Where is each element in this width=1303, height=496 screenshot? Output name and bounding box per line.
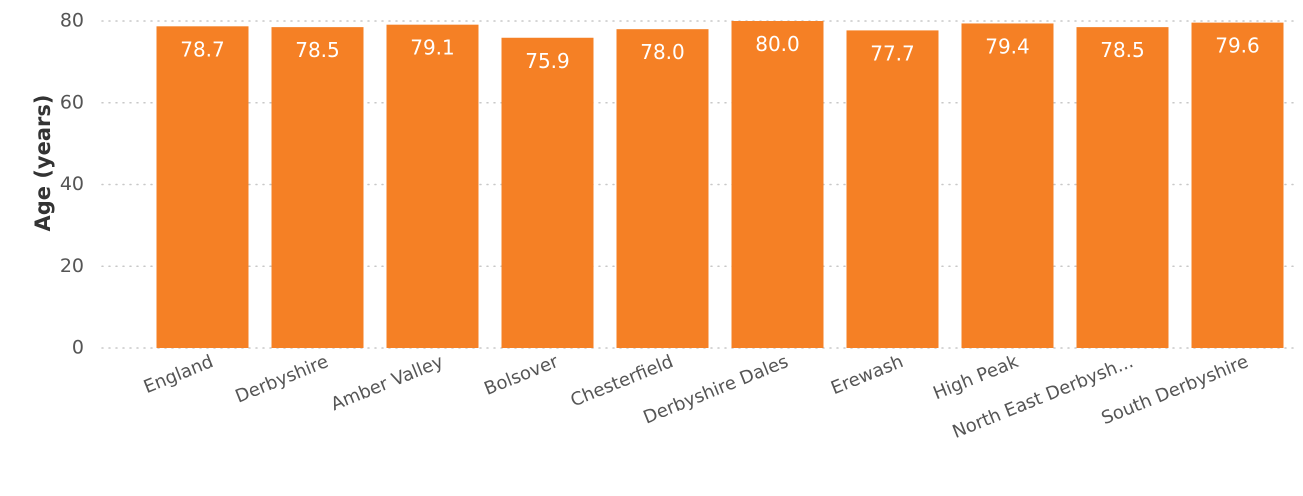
x-tick-label-high-peak: High Peak [930,351,1022,404]
data-label-erewash: 77.7 [870,41,915,65]
bar-bolsover [501,37,594,348]
y-tick-label-0: 0 [72,337,84,359]
bar-derbyshire-dales [731,21,824,348]
y-tick-label-40: 40 [60,173,84,195]
data-label-south-derbyshire: 79.6 [1215,34,1260,58]
y-axis-title: Age (years) [31,95,55,232]
bar-chesterfield [616,29,709,349]
bar-erewash [846,30,939,349]
data-label-high-peak: 79.4 [985,34,1030,58]
x-tick-label-derbyshire: Derbyshire [232,351,331,407]
data-label-chesterfield: 78.0 [640,40,685,64]
bar-high-peak [961,23,1054,348]
x-tick-label-amber-valley: Amber Valley [328,351,447,415]
data-label-derbyshire-dales: 80.0 [755,32,800,56]
bar-south-derbyshire [1191,22,1284,348]
y-tick-label-80: 80 [60,10,84,32]
x-tick-label-england: England [141,351,217,398]
data-label-north-east-derbysh: 78.5 [1100,38,1145,62]
y-tick-label-20: 20 [60,255,84,277]
bar-england [156,26,249,348]
data-label-derbyshire: 78.5 [295,38,340,62]
x-tick-label-bolsover: Bolsover [481,351,562,400]
bar-amber-valley [386,24,479,349]
y-tick-label-60: 60 [60,91,84,113]
data-label-bolsover: 75.9 [525,49,570,73]
y-axis-ticks: 0 20 40 60 80 [60,10,84,359]
bar-derbyshire [271,27,364,348]
x-tick-label-erewash: Erewash [828,351,906,399]
data-label-england: 78.7 [180,37,225,61]
bar-north-east-derbysh [1076,27,1169,348]
data-labels: 78.7 78.5 79.1 75.9 78.0 80.0 77.7 79.4 78.5 79.6 [180,32,1260,73]
bars [156,21,1284,349]
data-label-amber-valley: 79.1 [410,36,455,60]
